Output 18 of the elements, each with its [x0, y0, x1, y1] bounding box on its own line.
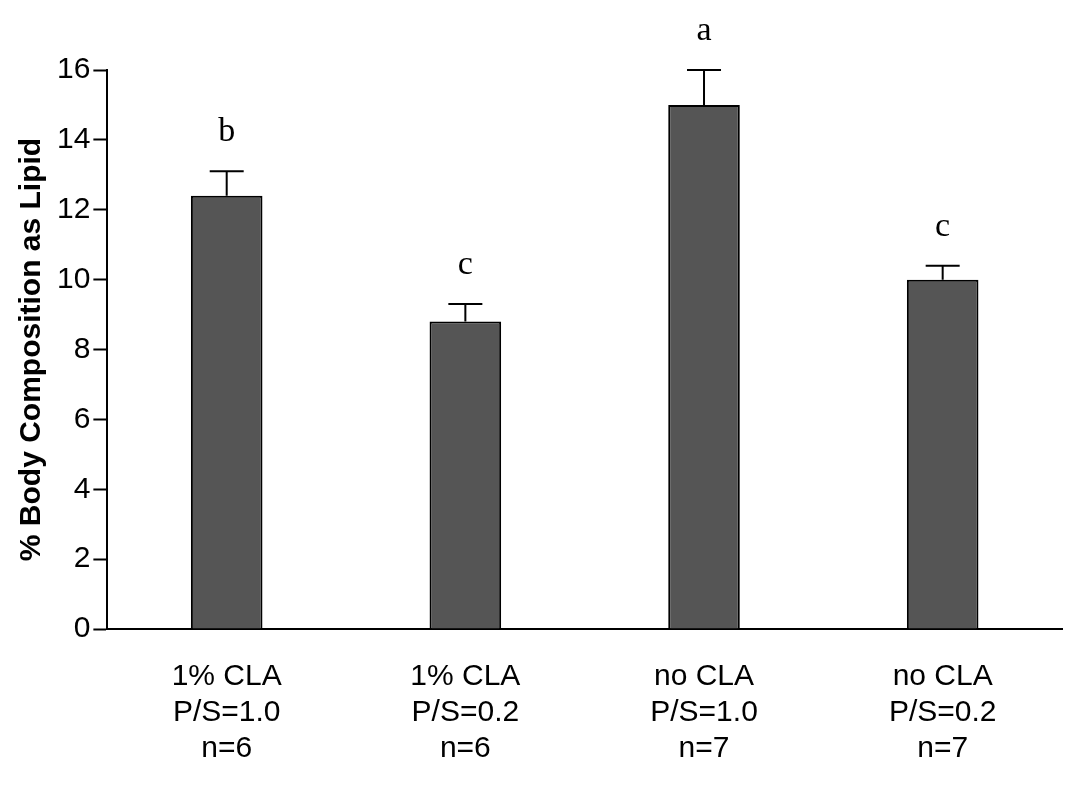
y-tick-label: 16 [56, 51, 91, 85]
x-tick-label: no CLA P/S=0.2 n=7 [888, 658, 997, 764]
y-tick-label: 4 [73, 470, 91, 504]
annotation: c [457, 244, 473, 281]
x-tick-label: 1% CLA P/S=0.2 n=6 [410, 658, 521, 764]
annotation: b [218, 111, 236, 149]
y-tick-label: 10 [56, 260, 91, 294]
y-tick-label: 6 [73, 400, 91, 434]
y-tick-label: 8 [73, 330, 91, 364]
y-axis-title: % Body Composition as Lipid [13, 137, 47, 562]
annotation: a [696, 9, 712, 47]
y-tick-label: 14 [56, 121, 91, 155]
y-tick-label: 2 [73, 540, 91, 574]
x-tick-label: 1% CLA P/S=1.0 n=6 [171, 658, 282, 764]
y-tick-label: 12 [56, 191, 91, 225]
y-tick-label: 0 [73, 610, 91, 644]
annotation: c [935, 205, 951, 243]
x-tick-label: no CLA P/S=1.0 n=7 [650, 658, 758, 764]
